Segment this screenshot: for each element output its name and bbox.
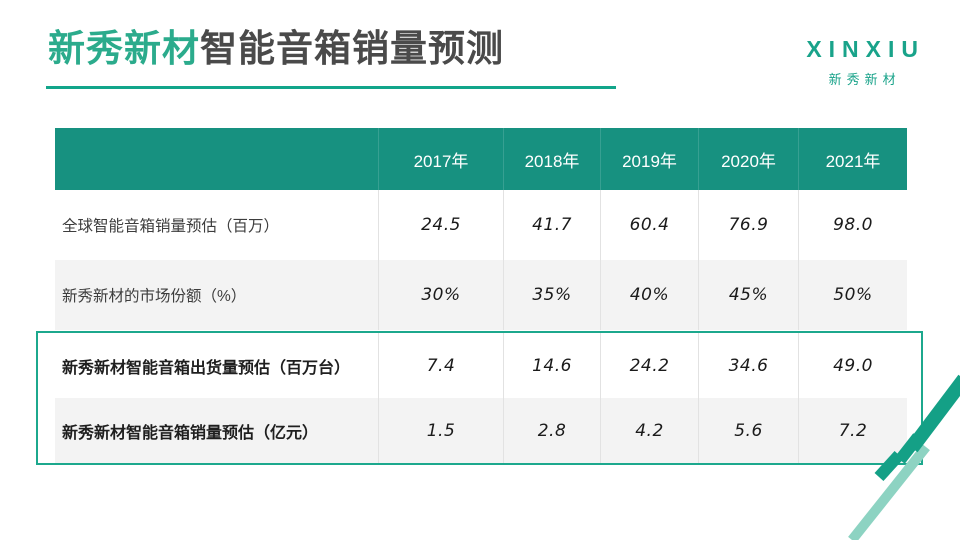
table-row-global-sales: 全球智能音箱销量预估（百万） 24.5 41.7 60.4 76.9 98.0 bbox=[55, 190, 907, 260]
row-label: 新秀新材智能音箱出货量预估（百万台） bbox=[62, 359, 351, 377]
table-header-row: 2017年 2018年 2019年 2020年 2021年 bbox=[55, 128, 907, 190]
row-label: 新秀新材智能音箱销量预估（亿元） bbox=[62, 424, 319, 442]
year-header-cell: 2018年 bbox=[503, 128, 600, 190]
year-header-cell: 2020年 bbox=[698, 128, 798, 190]
data-cell: 14.6 bbox=[503, 333, 600, 398]
data-cell: 50% bbox=[798, 260, 907, 330]
data-cell: 98.0 bbox=[798, 190, 907, 260]
data-cell: 45% bbox=[698, 260, 798, 330]
year-header-cell: 2019年 bbox=[600, 128, 698, 190]
data-cell: 49.0 bbox=[798, 333, 907, 398]
page-title-brand: 新秀新材 bbox=[48, 28, 200, 69]
data-cell: 4.2 bbox=[600, 398, 698, 463]
data-cell: 24.5 bbox=[378, 190, 503, 260]
table-row-market-share: 新秀新材的市场份额（%） 30% 35% 40% 45% 50% bbox=[55, 260, 907, 330]
row-label: 全球智能音箱销量预估（百万） bbox=[62, 218, 280, 235]
data-cell: 40% bbox=[600, 260, 698, 330]
brand-logo-wordmark: XINXIU bbox=[806, 36, 925, 62]
data-cell: 34.6 bbox=[698, 333, 798, 398]
row-label: 新秀新材的市场份额（%） bbox=[62, 288, 247, 305]
data-cell: 76.9 bbox=[698, 190, 798, 260]
brand-logo-subtitle: 新秀新材 bbox=[828, 72, 901, 87]
data-cell: 60.4 bbox=[600, 190, 698, 260]
title-underline-rule bbox=[46, 86, 616, 89]
data-cell: 30% bbox=[378, 260, 503, 330]
page-title-rest: 智能音箱销量预测 bbox=[200, 28, 504, 69]
table-row-revenue-forecast: 新秀新材智能音箱销量预估（亿元） 1.5 2.8 4.2 5.6 7.2 bbox=[55, 398, 907, 463]
brand-logo: XINXIU 新秀新材 bbox=[806, 36, 918, 88]
data-cell: 35% bbox=[503, 260, 600, 330]
data-cell: 1.5 bbox=[378, 398, 503, 463]
data-cell: 2.8 bbox=[503, 398, 600, 463]
data-cell: 41.7 bbox=[503, 190, 600, 260]
data-cell: 24.2 bbox=[600, 333, 698, 398]
year-header-cell: 2021年 bbox=[798, 128, 907, 190]
forecast-table: 2017年 2018年 2019年 2020年 2021年 全球智能音箱销量预估… bbox=[55, 128, 907, 463]
header-empty-cell bbox=[55, 128, 378, 190]
table-row-shipment-forecast: 新秀新材智能音箱出货量预估（百万台） 7.4 14.6 24.2 34.6 49… bbox=[55, 333, 907, 398]
page-title: 新秀新材智能音箱销量预测 bbox=[48, 26, 504, 72]
data-cell: 5.6 bbox=[698, 398, 798, 463]
data-cell: 7.2 bbox=[798, 398, 907, 463]
data-cell: 7.4 bbox=[378, 333, 503, 398]
year-header-cell: 2017年 bbox=[378, 128, 503, 190]
